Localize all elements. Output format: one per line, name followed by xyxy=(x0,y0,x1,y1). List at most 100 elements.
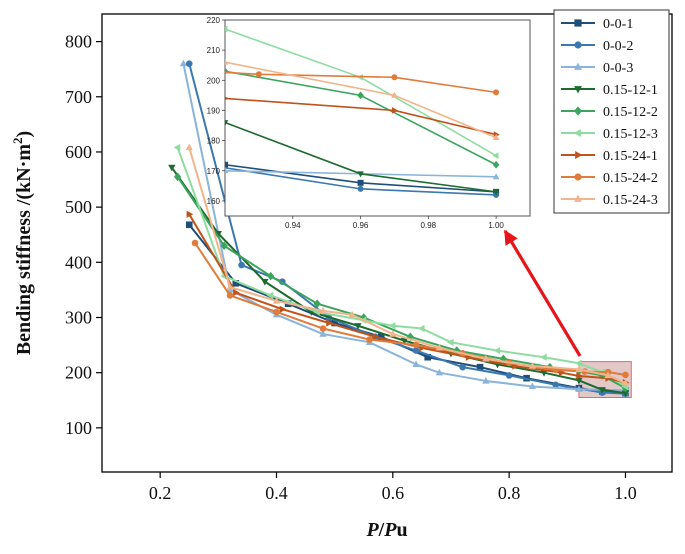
data-point xyxy=(412,347,420,354)
data-point xyxy=(424,353,432,361)
data-point xyxy=(575,365,583,373)
data-point xyxy=(598,387,606,394)
legend-item: 0-0-1 xyxy=(561,17,633,32)
data-point xyxy=(482,354,490,362)
data-point xyxy=(179,59,188,67)
inset-ticks: 0.94 0.96 0.98 1.00 160 170 180 190 200 210 220 xyxy=(207,16,505,230)
inset-data-point xyxy=(492,160,500,169)
data-point xyxy=(482,376,490,384)
inset-series-0.15-24-3 xyxy=(225,58,500,140)
data-point xyxy=(412,341,420,349)
y-tick-label: 800 xyxy=(65,32,92,52)
legend-label: 0.15-24-2 xyxy=(603,171,658,186)
inset-data-point xyxy=(357,91,364,100)
legend-marker xyxy=(574,194,582,202)
inset-data-point xyxy=(392,107,399,114)
series-line xyxy=(188,213,626,384)
inset-x-tick-label: 0.98 xyxy=(421,221,437,230)
inset-y-tick-label: 190 xyxy=(207,106,221,115)
legend-item: 0.15-24-2 xyxy=(561,171,658,186)
inset-data-point xyxy=(391,91,398,98)
data-point xyxy=(621,390,630,398)
data-point xyxy=(279,305,287,313)
data-point xyxy=(540,353,547,361)
inset-data-point xyxy=(225,161,228,168)
data-point xyxy=(528,382,537,390)
data-point xyxy=(233,289,240,297)
legend-marker xyxy=(574,41,582,49)
inset-x-tick-label: 1.00 xyxy=(488,221,504,230)
data-point xyxy=(447,338,454,346)
data-point xyxy=(348,310,356,318)
legend-label: 0-0-2 xyxy=(603,39,633,54)
data-point xyxy=(226,292,234,299)
data-point xyxy=(435,368,443,376)
legend-item: 0.15-24-3 xyxy=(561,193,658,208)
inset-y-tick-label: 160 xyxy=(207,197,221,206)
legend-label: 0.15-24-3 xyxy=(603,193,658,208)
data-point xyxy=(377,333,385,341)
legend-marker xyxy=(574,106,582,116)
inset-data-point xyxy=(492,189,500,196)
data-point xyxy=(622,371,629,379)
main-ticks: 0.2 0.4 0.6 0.8 1.0 100 200 300 400 500 600 700 800 xyxy=(65,32,637,503)
data-point xyxy=(389,330,397,337)
y-tick-label: 300 xyxy=(65,307,92,327)
inset-data-point xyxy=(357,171,364,178)
data-point xyxy=(459,363,466,371)
data-point xyxy=(319,325,327,332)
inset-y-tick-label: 220 xyxy=(207,16,221,25)
inset-series-0.15-24-2 xyxy=(225,71,500,96)
main-series-group xyxy=(168,59,630,398)
data-point xyxy=(191,239,199,247)
inset-series-line xyxy=(225,163,497,193)
inset-series-line xyxy=(225,121,497,193)
inset-y-tick-label: 170 xyxy=(207,167,221,176)
data-point xyxy=(388,322,396,330)
inset-series-line xyxy=(225,61,497,139)
inset-data-point xyxy=(225,120,229,127)
legend-item: 0.15-24-1 xyxy=(561,149,658,164)
inset-y-tick-label: 200 xyxy=(207,76,221,85)
x-tick-label: 0.2 xyxy=(149,483,172,503)
legend-label: 0.15-12-3 xyxy=(603,127,658,142)
data-point xyxy=(214,230,222,238)
legend-label: 0.15-24-1 xyxy=(603,149,658,164)
x-tick-label: 1.0 xyxy=(614,483,637,503)
legend-label: 0-0-3 xyxy=(603,61,633,76)
inset-x-tick-label: 0.96 xyxy=(353,221,369,230)
data-point xyxy=(185,221,193,229)
data-point xyxy=(326,319,333,327)
legend-marker xyxy=(574,86,582,94)
y-tick-label: 500 xyxy=(65,197,92,217)
data-point xyxy=(400,338,409,345)
inset-series-0.15-12-1 xyxy=(225,120,500,196)
x-tick-label: 0.8 xyxy=(498,483,521,503)
data-point xyxy=(435,343,443,351)
data-point xyxy=(575,385,583,392)
y-tick-label: 400 xyxy=(65,252,92,272)
y-tick-label: 600 xyxy=(65,142,92,162)
inset-series-line xyxy=(225,97,497,136)
legend-label: 0-0-1 xyxy=(603,17,633,32)
data-point xyxy=(331,319,338,327)
data-point xyxy=(186,210,194,218)
inset-data-point xyxy=(492,134,500,140)
legend-label: 0.15-12-1 xyxy=(603,83,658,98)
x-axis-title: P/Pu xyxy=(365,519,407,541)
inset-plot-area xyxy=(224,19,531,217)
data-point xyxy=(185,60,193,67)
inset-data-point xyxy=(225,58,229,65)
data-point xyxy=(540,370,548,377)
legend-item: 0.15-12-2 xyxy=(561,105,658,120)
data-point xyxy=(366,336,373,343)
data-point xyxy=(575,377,583,385)
inset-data-point xyxy=(492,173,500,180)
data-point xyxy=(319,330,327,337)
data-point xyxy=(372,333,380,341)
data-point xyxy=(417,324,425,333)
y-tick-label: 100 xyxy=(65,418,92,438)
data-point xyxy=(226,283,234,290)
data-point xyxy=(354,323,362,330)
